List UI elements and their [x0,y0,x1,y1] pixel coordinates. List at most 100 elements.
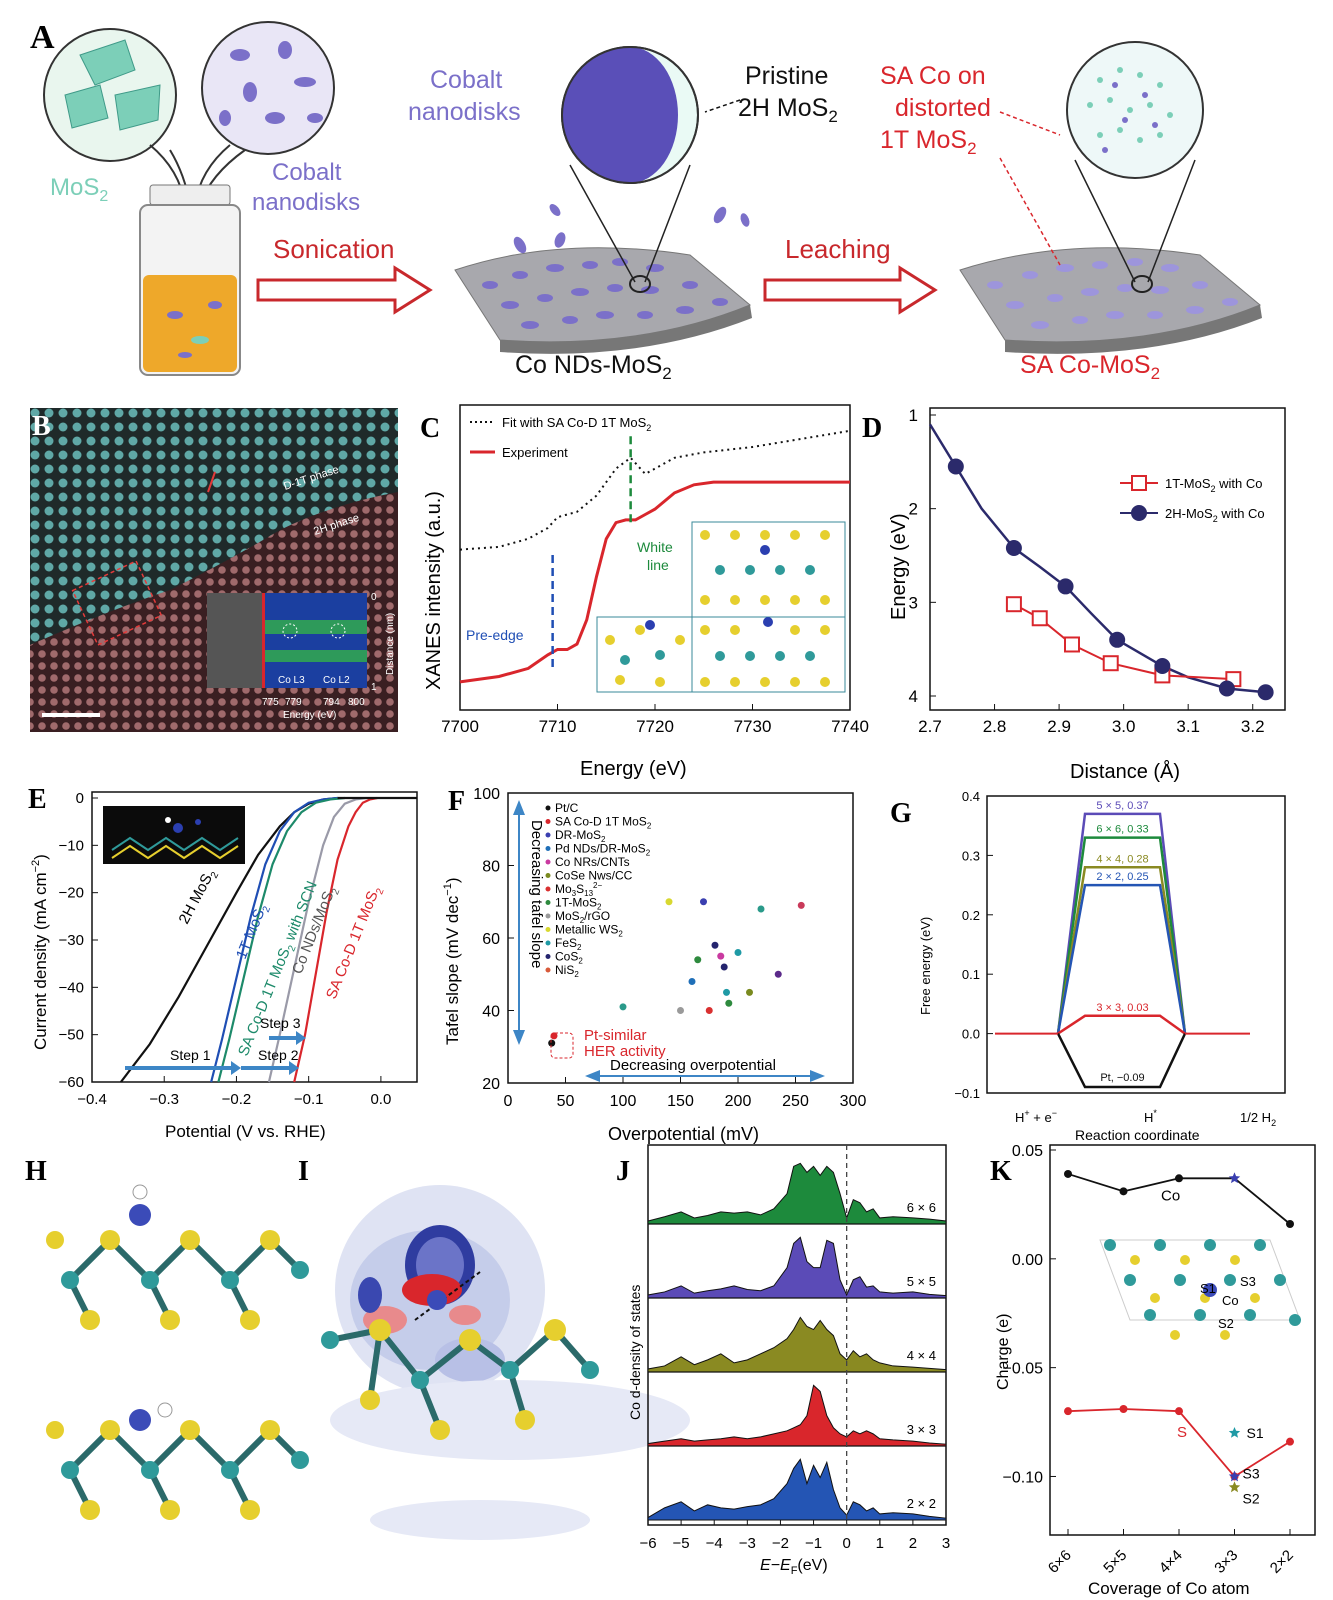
f-legend-entry: Pt/C [555,801,579,815]
c-xtick-label: 7740 [831,717,869,736]
panel-label-d: D [862,413,882,444]
chart-marks-k: 0.05 0.00 −0.05 −0.10 6×6 5×5 4×4 3×3 2×2 Co S S1 S3… [1003,1143,1297,1577]
d-point-1t [1064,636,1080,653]
k-ylabel: Charge (e) [995,1314,1012,1390]
panel-label-a: A [30,19,55,56]
g-state-1 [1056,836,1187,1034]
d-xtick-label: 2.9 [1047,717,1071,736]
k-xlabel: Coverage of Co atom [1088,1579,1250,1598]
panel-label-i: I [298,1156,309,1187]
e-xtick-label: −0.2 [222,1091,252,1108]
inset-ylabel: Distance (nm) [385,613,396,675]
e-step-2: Step 2 [258,1047,299,1063]
j-xtick-label: 0 [842,1535,850,1552]
chart-marks-e: −0.4 −0.3 −0.2 −0.1 0.0 0 −10 −20 −30 −40 −50 −60 [59,790,417,1108]
f-xtick-label: 100 [610,1093,637,1110]
g-xcat-1: H+ + e− [1015,1108,1057,1125]
f-legend-entry: MoS2/rGO [555,909,610,925]
saco-label-2: distorted [895,94,991,122]
scale-bar [42,713,100,717]
f-point [725,999,733,1007]
inset-peak-l2: Co L2 [323,675,350,686]
g-state-0 [1056,812,1187,1034]
j-series-label: 3 × 3 [907,1422,936,1437]
k-star-S1 [1228,1426,1241,1438]
d-xtick-label: 3.2 [1241,717,1265,736]
f-legend-dot [545,873,551,878]
cobalt-label-2: nanodisks [252,189,360,216]
f-legend-dot [545,940,551,946]
cobalt-top-label-2: nanodisks [408,98,521,126]
g-xcat-3: 1/2 H2 [1240,1110,1276,1128]
magnifier-pristine [561,46,699,293]
pristine-label-1: Pristine [745,62,828,90]
d-point-2h [1218,680,1235,697]
k-point [1119,1405,1128,1413]
c-xtick-label: 7710 [539,717,577,736]
legend-marker-1t [1131,475,1147,491]
d-point-2h [1154,658,1171,675]
c-xtick-label: 7730 [734,717,772,736]
white-line-label-1: White [637,539,673,555]
f-point [774,970,782,978]
d-point-1t [1005,596,1022,613]
k-point [1175,1407,1183,1416]
inset-ytick-1: 1 [371,682,377,693]
panel-label-h: H [25,1156,47,1187]
f-ytick-label: 100 [473,786,500,803]
f-point [688,978,696,985]
g-state-label: 6 × 6, 0.33 [1096,824,1148,836]
f-legend-dot [545,886,551,892]
f-point [720,963,728,971]
panel-label-j: J [616,1156,630,1187]
k-xtick-label: 4×4 [1156,1547,1186,1577]
panel-g: G 0.4 0.3 0.2 0.1 0.0 −0.1 5 × 5, 0.37 6 × 6, 0… [890,789,1286,1143]
d-xtick-label: 2.8 [983,717,1007,736]
saco-label-1: SA Co on [880,62,986,90]
sa-co-label: SA Co-MoS2 [1020,351,1160,383]
k-ytick-label: −0.10 [1003,1469,1044,1486]
k-inset-s1: S1 [1200,1281,1216,1296]
f-legend-entry: Pd NDs/DR-MoS2 [555,842,651,858]
f-ytick-label: 40 [482,1004,500,1021]
e-label-1t: 1T MoS2 [233,901,273,963]
j-xtick-label: −3 [739,1535,756,1552]
f-legend-entry: FeS2 [555,936,582,952]
inset-ytick-0: 0 [371,592,377,603]
k-star-co [1228,1172,1241,1184]
plot-frame-j [647,1144,947,1526]
f-legend-dot [545,927,551,932]
f-tafel-arrow [513,800,525,1045]
e-step-1: Step 1 [170,1047,211,1063]
c-xtick-label: 7700 [441,717,479,736]
d-point-2h [1057,578,1074,595]
k-extra-label: S3 [1243,1465,1260,1481]
j-xtick-label: −5 [673,1535,690,1552]
e-ytick-label: −60 [59,1074,84,1091]
k-xtick-label: 6×6 [1045,1547,1075,1577]
cobalt-disks [219,41,323,126]
g-ytick-label: 0.0 [962,1027,980,1042]
f-legend-entry: CoS2 [555,950,583,966]
saco-pointer-2 [999,157,1061,266]
f-point [757,905,765,913]
f-point [734,949,742,956]
inset-xtick-775: 775 [262,697,279,708]
f-point [797,901,805,909]
pristine-pointer [704,99,741,113]
g-state-3 [1056,883,1187,1034]
f-legend-dot [545,967,551,973]
f-tafel-label: Decreasing tafel slope [528,820,545,968]
k-xtick-label: 2×2 [1267,1547,1297,1577]
f-pt-box [550,1032,574,1059]
k-point [1175,1174,1183,1183]
k-extra-label: S2 [1243,1490,1260,1506]
k-inset-structure [1099,1239,1301,1340]
plot-frame-k [1049,1144,1316,1536]
k-star-S2 [1228,1481,1241,1493]
k-inset-co: Co [1222,1293,1239,1308]
f-point [550,1032,558,1040]
d-xtick-label: 2.7 [918,717,942,736]
f-legend-dot [545,832,551,838]
